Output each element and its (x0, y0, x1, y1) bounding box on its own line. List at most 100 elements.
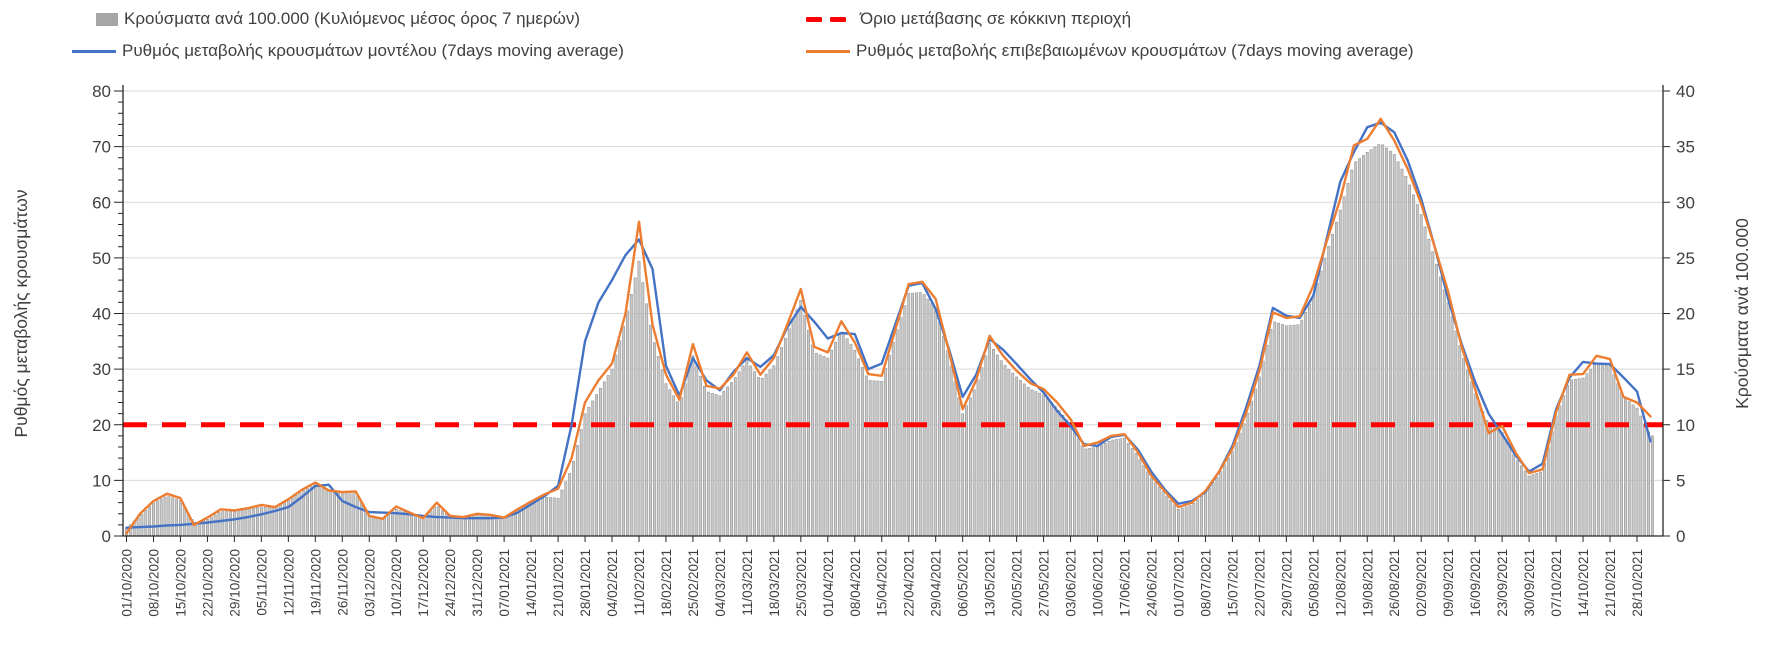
daily-case-bar (1088, 447, 1092, 537)
daily-case-bar (182, 506, 186, 537)
daily-case-bar (244, 509, 248, 537)
daily-case-bar (390, 511, 394, 537)
daily-case-bar (664, 383, 668, 537)
daily-case-bar (148, 506, 152, 537)
daily-case-bar (518, 509, 521, 537)
daily-case-bar (1308, 303, 1311, 537)
daily-case-bar (1392, 154, 1396, 537)
daily-case-bar (861, 367, 864, 537)
daily-case-bar (626, 310, 629, 537)
daily-case-bar (618, 340, 622, 537)
daily-case-bar (888, 355, 891, 537)
daily-case-bar (433, 506, 437, 537)
x-tick-label: 05/11/2020 (254, 549, 269, 616)
legend-label-bars: Κρούσματα ανά 100.000 (Κυλιόμενος μέσος … (124, 9, 581, 28)
daily-case-bar (1408, 184, 1412, 537)
daily-case-bar (248, 508, 252, 537)
x-tick-label: 24/12/2020 (443, 549, 458, 617)
x-tick-label: 07/01/2021 (497, 549, 512, 617)
daily-case-bar (521, 507, 525, 537)
daily-case-bar (853, 349, 857, 537)
daily-case-bar (356, 496, 360, 537)
daily-case-bar (1219, 471, 1223, 537)
x-tick-label: 23/09/2021 (1495, 549, 1510, 617)
daily-case-bar (687, 369, 691, 537)
daily-case-bar (1350, 169, 1354, 537)
daily-case-bar (1466, 369, 1469, 537)
daily-case-bar (911, 292, 914, 537)
daily-case-bar (1215, 477, 1219, 537)
daily-case-bar (217, 512, 221, 537)
daily-case-bar (868, 380, 872, 537)
daily-case-bar (968, 397, 972, 537)
daily-case-bar (441, 509, 444, 537)
daily-case-bar (155, 500, 159, 537)
x-tick-label: 08/10/2020 (146, 549, 161, 617)
daily-case-bar (240, 509, 244, 537)
daily-case-bar (1442, 289, 1446, 537)
right-tick-label: 20 (1676, 305, 1695, 324)
x-tick-label: 05/08/2021 (1306, 549, 1321, 617)
daily-case-bar (414, 515, 417, 537)
x-tick-label: 15/07/2021 (1225, 549, 1240, 617)
daily-case-bar (1234, 441, 1238, 537)
daily-case-bar (333, 492, 337, 537)
daily-case-bar (1608, 365, 1612, 537)
daily-case-bar (1169, 500, 1173, 537)
daily-case-bar (325, 490, 329, 537)
daily-case-bar (1338, 209, 1342, 537)
daily-case-bar (1508, 446, 1512, 537)
daily-case-bar (941, 336, 945, 537)
daily-case-bar (1639, 415, 1643, 537)
daily-case-bar (1115, 439, 1119, 537)
daily-case-bar (722, 391, 726, 537)
daily-case-bar (1492, 427, 1496, 537)
daily-case-bar (787, 328, 791, 537)
daily-case-bar (1107, 441, 1111, 537)
daily-case-bar (1597, 362, 1600, 537)
daily-case-bar (749, 365, 753, 537)
daily-case-bar (1111, 439, 1115, 537)
daily-case-bar (1003, 365, 1007, 537)
daily-case-bar (1458, 345, 1462, 537)
x-tick-label: 21/10/2021 (1603, 549, 1618, 617)
daily-case-bar (1227, 457, 1230, 537)
daily-case-bar (229, 511, 232, 537)
daily-case-bar (903, 305, 907, 537)
daily-case-bar (645, 303, 649, 537)
daily-case-bar (1566, 385, 1570, 537)
daily-case-bar (676, 401, 679, 537)
daily-case-bar (764, 373, 768, 537)
x-tick-label: 10/06/2021 (1091, 549, 1106, 617)
daily-case-bar (791, 318, 795, 537)
daily-case-bar (864, 375, 868, 537)
daily-case-bar (363, 508, 367, 537)
daily-case-bar (841, 332, 845, 537)
x-tick-label: 24/06/2021 (1144, 549, 1159, 617)
daily-case-bar (783, 337, 787, 537)
model-line-swatch-icon (72, 49, 116, 53)
x-tick-label: 02/09/2021 (1414, 549, 1429, 617)
daily-case-bar (1342, 196, 1346, 537)
daily-case-bar (510, 513, 514, 537)
daily-case-bar (537, 499, 541, 537)
x-tick-label: 26/11/2020 (335, 549, 350, 616)
x-tick-label: 14/01/2021 (524, 549, 539, 617)
left-tick-label: 0 (102, 527, 111, 546)
x-tick-label: 03/06/2021 (1064, 549, 1079, 617)
daily-case-bar (263, 507, 267, 537)
daily-case-bar (1250, 400, 1254, 537)
daily-case-bar (1361, 155, 1365, 537)
daily-case-bar (1404, 176, 1408, 537)
confirmed-line-series (125, 117, 1652, 535)
daily-case-bar (213, 514, 217, 537)
daily-case-bar (545, 496, 548, 537)
daily-case-bar (1469, 381, 1473, 537)
daily-case-bar (737, 371, 741, 537)
daily-case-bar (1377, 144, 1381, 537)
daily-case-bar (926, 298, 930, 537)
x-tick-label: 22/07/2021 (1252, 549, 1267, 617)
daily-case-bar (1543, 463, 1546, 537)
daily-case-bar (1562, 395, 1566, 537)
daily-case-bar (614, 354, 618, 537)
